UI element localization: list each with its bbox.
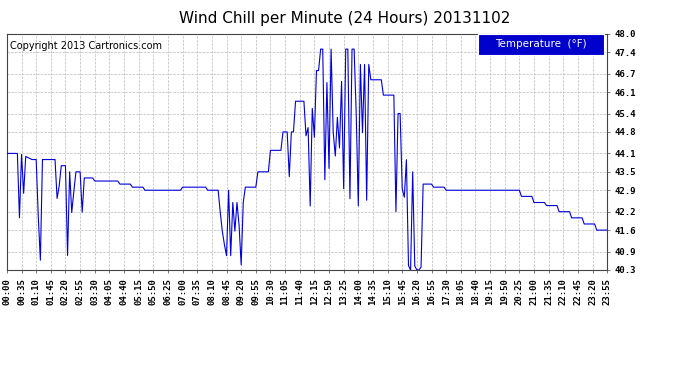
Text: Temperature  (°F): Temperature (°F) xyxy=(495,39,587,50)
Bar xyxy=(478,34,604,55)
Text: Copyright 2013 Cartronics.com: Copyright 2013 Cartronics.com xyxy=(10,41,162,51)
Text: Wind Chill per Minute (24 Hours) 20131102: Wind Chill per Minute (24 Hours) 2013110… xyxy=(179,11,511,26)
